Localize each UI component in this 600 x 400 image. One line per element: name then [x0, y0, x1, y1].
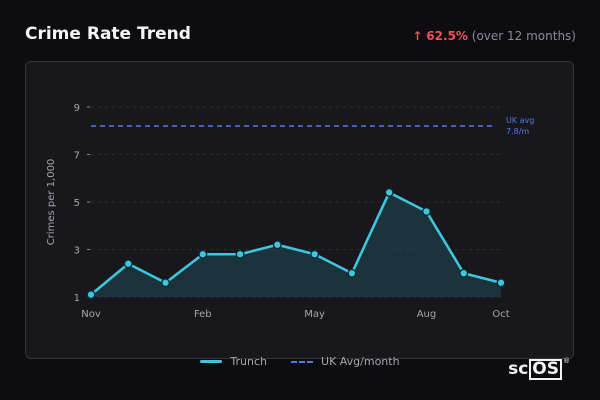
data-point	[459, 268, 469, 278]
y-tick-label: 3	[74, 246, 80, 257]
data-point	[421, 206, 431, 216]
series-area	[91, 192, 501, 297]
scos-logo: sc OS ®	[508, 357, 570, 380]
data-point	[272, 240, 282, 250]
series-line	[90, 191, 502, 296]
legend-uk-avg-label: UK Avg/month	[321, 355, 400, 368]
uk-avg-label: UK avg	[506, 116, 534, 125]
change-percent: 62.5%	[426, 29, 468, 43]
uk-avg-value-label: 7.8/m	[506, 127, 529, 136]
point-layer	[86, 187, 506, 300]
legend-series-label: Trunch	[230, 355, 268, 368]
chart-card	[25, 61, 574, 359]
data-point	[198, 249, 208, 259]
legend-item-series[interactable]: Trunch	[200, 355, 267, 368]
x-tick-label: Aug	[417, 309, 437, 320]
x-tick-label: May	[304, 309, 325, 320]
data-point	[235, 249, 245, 259]
data-point	[310, 249, 320, 259]
legend-item-uk-avg[interactable]: UK Avg/month	[291, 355, 400, 368]
data-point	[161, 278, 171, 288]
series-swatch	[200, 360, 223, 363]
x-tick-label: Nov	[81, 309, 101, 320]
up-arrow-icon: ↑	[412, 29, 423, 43]
data-point	[86, 290, 96, 300]
y-tick-label: 5	[74, 198, 80, 209]
y-tick-label: 7	[74, 151, 80, 162]
change-period: (over 12 months)	[471, 29, 576, 43]
x-tick-label: Feb	[194, 309, 212, 320]
data-point	[496, 278, 506, 288]
data-point	[347, 268, 357, 278]
data-point	[123, 259, 133, 269]
uk-avg-swatch	[291, 360, 314, 363]
line-layer	[90, 191, 502, 296]
y-axis-label: Crimes per 1,000	[46, 159, 57, 246]
label-layer: 1 3 5 7 9 Nov Feb May Aug Oct Crimes per 1,000 UK a…	[46, 103, 534, 320]
chart-legend: Trunch UK Avg/month	[0, 355, 600, 368]
y-tick-label: 1	[74, 293, 80, 304]
change-indicator: ↑ 62.5% (over 12 months)	[412, 29, 576, 43]
area-layer	[91, 192, 501, 297]
chart-title: Crime Rate Trend	[25, 24, 191, 44]
data-point	[384, 187, 394, 197]
x-tick-label: Oct	[492, 309, 509, 320]
y-tick-label: 9	[74, 103, 80, 114]
